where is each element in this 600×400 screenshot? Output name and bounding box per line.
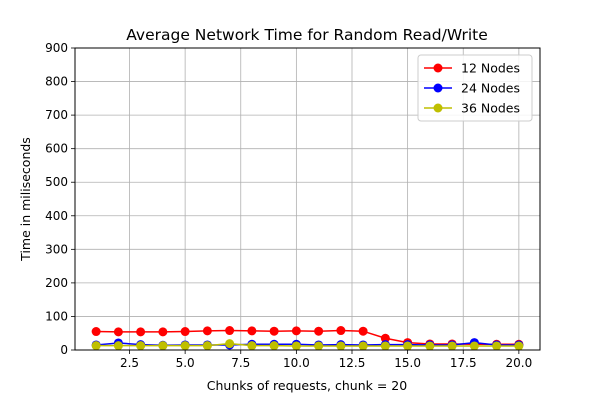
x-tick-label: 15.0 [394, 356, 421, 370]
y-tick-label: 800 [45, 75, 68, 89]
data-point [269, 326, 279, 336]
data-point [492, 341, 502, 351]
legend-label: 36 Nodes [461, 101, 520, 116]
data-point [113, 327, 123, 337]
x-tick-label: 17.5 [450, 356, 477, 370]
y-tick-label: 0 [60, 343, 68, 357]
legend-label: 24 Nodes [461, 81, 520, 96]
data-point [91, 341, 101, 351]
x-axis-ticks: 2.5 5.0 7.5 10.0 12.5 15.0 17.5 20.0 [120, 350, 532, 370]
data-point [425, 341, 435, 351]
y-tick-label: 600 [45, 142, 68, 156]
x-tick-label: 2.5 [120, 356, 139, 370]
data-point [158, 341, 168, 351]
data-point [358, 326, 368, 336]
y-tick-label: 200 [45, 276, 68, 290]
data-point [91, 327, 101, 337]
data-point [225, 339, 235, 349]
data-point [180, 327, 190, 337]
legend-marker [433, 63, 443, 73]
data-point [403, 341, 413, 351]
data-point [136, 327, 146, 337]
data-point [225, 326, 235, 336]
data-point [158, 327, 168, 337]
data-point [202, 326, 212, 336]
x-axis-label: Chunks of requests, chunk = 20 [207, 378, 407, 393]
x-tick-label: 5.0 [176, 356, 195, 370]
data-point [514, 341, 524, 351]
data-point [380, 341, 390, 351]
data-point [291, 326, 301, 336]
y-tick-label: 500 [45, 175, 68, 189]
chart-title: Average Network Time for Random Read/Wri… [126, 26, 488, 44]
data-point [113, 341, 123, 351]
legend-item: 12 Nodes [424, 61, 520, 76]
y-tick-label: 300 [45, 242, 68, 256]
plot-frame [74, 47, 541, 351]
legend-marker [433, 103, 443, 113]
y-tick-label: 400 [45, 209, 68, 223]
data-point [180, 341, 190, 351]
data-point [247, 341, 257, 351]
legend-marker [433, 83, 443, 93]
data-point [336, 341, 346, 351]
y-axis-ticks: 0 100 200 300 400 500 600 700 800 900 [45, 41, 75, 357]
x-tick-label: 12.5 [339, 356, 366, 370]
legend-item: 36 Nodes [424, 101, 520, 116]
y-tick-label: 100 [45, 309, 68, 323]
x-tick-label: 7.5 [231, 356, 250, 370]
data-point [447, 341, 457, 351]
data-point [336, 326, 346, 336]
data-point [314, 326, 324, 336]
legend-box [417, 54, 533, 122]
data-point [247, 326, 257, 336]
data-point [380, 333, 390, 343]
data-point [314, 341, 324, 351]
y-tick-label: 700 [45, 108, 68, 122]
data-point [136, 341, 146, 351]
legend-item: 24 Nodes [424, 81, 520, 96]
x-tick-label: 20.0 [506, 356, 533, 370]
data-point [269, 341, 279, 351]
y-axis-label: Time in miliseconds [18, 137, 33, 262]
data-point [291, 341, 301, 351]
series-36-nodes [91, 339, 524, 351]
y-tick-label: 900 [45, 41, 68, 55]
data-point [469, 341, 479, 351]
data-point [358, 341, 368, 351]
x-tick-label: 10.0 [283, 356, 310, 370]
legend: 12 Nodes 24 Nodes 36 Nodes [417, 54, 533, 122]
data-point [202, 341, 212, 351]
series-group [91, 326, 524, 351]
legend-label: 12 Nodes [461, 61, 520, 76]
